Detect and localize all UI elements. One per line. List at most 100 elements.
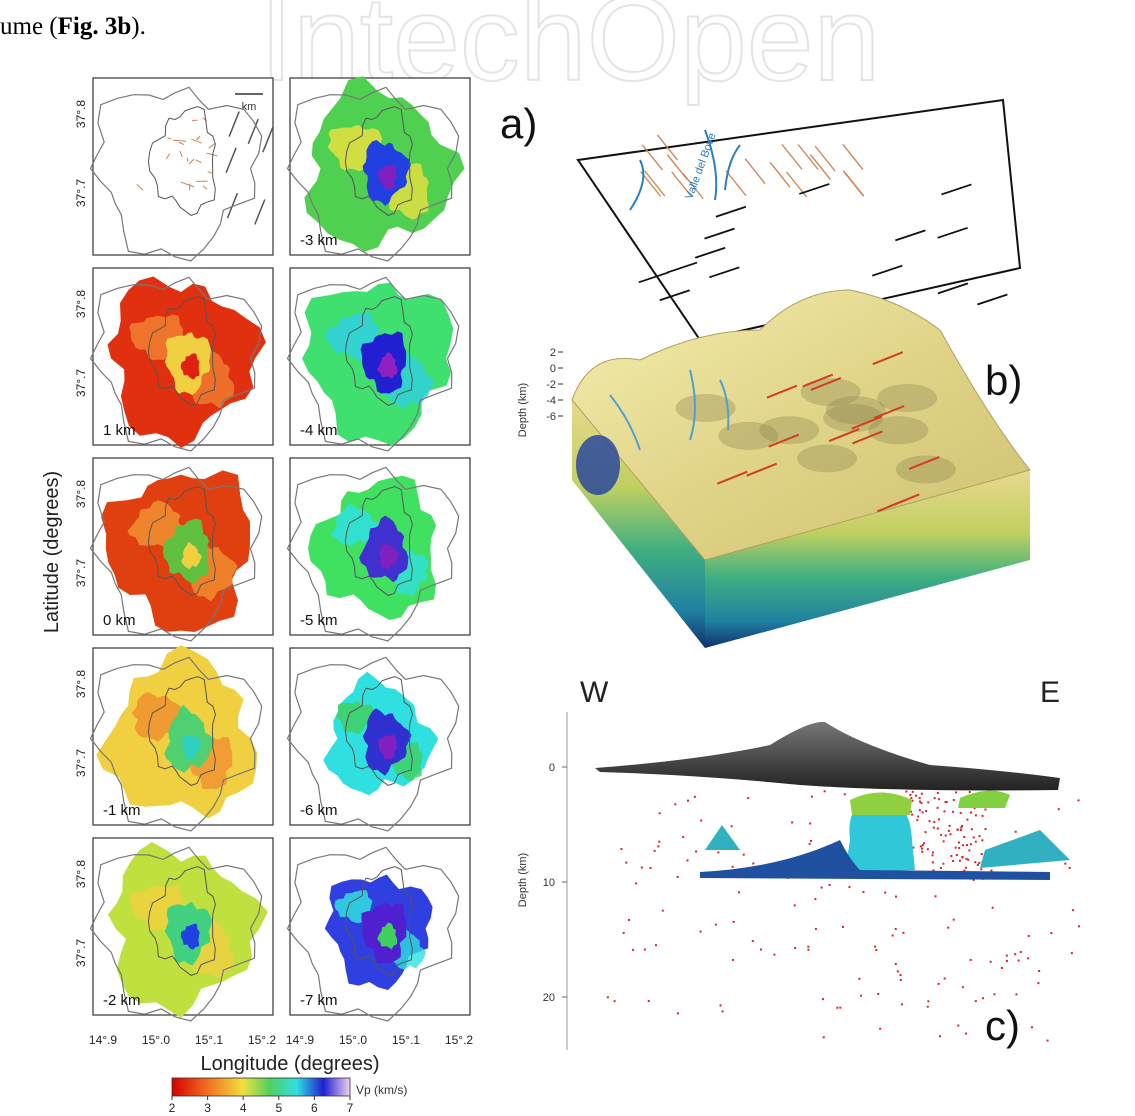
lon-tick-label: 14°.9 bbox=[286, 1033, 314, 1047]
earthquake bbox=[964, 866, 967, 869]
intro-bold: Fig. 3b bbox=[58, 13, 132, 40]
earthquake bbox=[794, 947, 797, 950]
fault bbox=[766, 384, 798, 399]
earthquake bbox=[640, 866, 643, 869]
velocity-patch bbox=[127, 500, 186, 550]
earthquake bbox=[905, 790, 908, 793]
earthquake bbox=[963, 835, 966, 838]
coastline bbox=[286, 86, 460, 262]
earthquake bbox=[955, 791, 958, 794]
earthquake bbox=[910, 797, 913, 800]
earthquake bbox=[620, 847, 623, 850]
earthquake bbox=[653, 849, 656, 852]
earthquake bbox=[731, 865, 734, 868]
earthquake bbox=[934, 895, 937, 898]
earthquake bbox=[931, 861, 934, 864]
fault bbox=[768, 433, 800, 448]
earthquake bbox=[1030, 1026, 1033, 1029]
earthquake bbox=[957, 1024, 960, 1027]
earthquake bbox=[944, 800, 947, 803]
earthquake bbox=[974, 814, 977, 817]
earthquake bbox=[939, 1035, 942, 1038]
depth-label: -4 km bbox=[300, 422, 338, 439]
earthquake bbox=[1038, 969, 1041, 972]
terrain-shade bbox=[797, 444, 858, 473]
earthquake bbox=[808, 842, 811, 845]
fault bbox=[814, 145, 836, 172]
velocity-core bbox=[378, 543, 399, 571]
fault bbox=[202, 185, 208, 190]
earthquake bbox=[695, 850, 698, 853]
velocity-core bbox=[180, 353, 200, 380]
fault bbox=[641, 144, 663, 171]
earthquake bbox=[632, 948, 635, 951]
earthquake bbox=[1071, 909, 1074, 912]
earthquake bbox=[974, 861, 977, 864]
map-panel: -4 km bbox=[286, 267, 471, 452]
earthquake bbox=[984, 828, 987, 831]
earthquake bbox=[654, 944, 657, 947]
earthquake bbox=[958, 846, 961, 849]
velocity-core bbox=[378, 164, 397, 190]
earthquake bbox=[874, 945, 877, 948]
lat-tick-label: 37°.7 bbox=[74, 369, 88, 397]
block-front-side bbox=[705, 470, 1030, 648]
map-grid: km 37°.8 37°.7 -3 km 1 km 37°.8 37°.7 -4 km 0 km… bbox=[41, 76, 473, 1115]
earthquake bbox=[928, 820, 931, 823]
earthquake bbox=[955, 854, 958, 857]
earthquake bbox=[1078, 925, 1081, 928]
fault bbox=[208, 142, 216, 149]
fault bbox=[888, 493, 920, 508]
earthquake bbox=[949, 833, 952, 836]
earthquake bbox=[1046, 1039, 1049, 1042]
earthquake bbox=[751, 940, 754, 943]
rim-outline bbox=[147, 296, 216, 406]
earthquake bbox=[932, 851, 935, 854]
earthquake bbox=[674, 803, 677, 806]
body-right bbox=[980, 830, 1070, 868]
earthquake bbox=[921, 811, 924, 814]
map-panel: -1 km 37°.8 37°.7 bbox=[74, 645, 274, 832]
fault bbox=[656, 134, 678, 161]
earthquake bbox=[933, 821, 936, 824]
panel-c-label: c) bbox=[985, 1002, 1020, 1049]
earthquake bbox=[976, 863, 979, 866]
velocity-core bbox=[377, 922, 398, 950]
fault bbox=[190, 138, 202, 144]
lat-tick-label: 37°.8 bbox=[74, 290, 88, 318]
earthquake bbox=[919, 845, 922, 848]
earthquake bbox=[658, 840, 661, 843]
terrain-shade bbox=[759, 416, 820, 445]
earthquake bbox=[823, 790, 826, 793]
earthquake bbox=[700, 819, 703, 822]
body-base bbox=[700, 840, 1050, 880]
earthquake bbox=[1064, 862, 1067, 865]
body-green bbox=[850, 792, 912, 815]
earthquake bbox=[661, 909, 664, 912]
earthquake bbox=[980, 868, 983, 871]
earthquake bbox=[978, 835, 981, 838]
lon-tick-label: 15°.1 bbox=[392, 1033, 420, 1047]
coastline bbox=[89, 276, 263, 452]
earthquake bbox=[956, 828, 959, 831]
earthquake bbox=[717, 851, 720, 854]
earthquake bbox=[1000, 966, 1003, 969]
earthquake bbox=[839, 1006, 842, 1009]
earthquake bbox=[947, 926, 950, 929]
earthquake bbox=[952, 810, 955, 813]
b-axis-label: Depth (km) bbox=[517, 383, 529, 437]
depth-label: -6 km bbox=[300, 802, 338, 819]
body-small bbox=[958, 790, 1010, 808]
fault bbox=[802, 373, 834, 388]
earthquake bbox=[925, 810, 928, 813]
earthquake bbox=[643, 948, 646, 951]
earthquake bbox=[981, 814, 984, 817]
velocity-patch bbox=[331, 503, 382, 546]
earthquake bbox=[613, 1000, 616, 1003]
earthquake bbox=[965, 857, 968, 860]
earthquake bbox=[927, 1000, 930, 1003]
fault bbox=[659, 289, 690, 302]
rim-outline bbox=[344, 866, 413, 976]
earthquake bbox=[1005, 954, 1008, 957]
